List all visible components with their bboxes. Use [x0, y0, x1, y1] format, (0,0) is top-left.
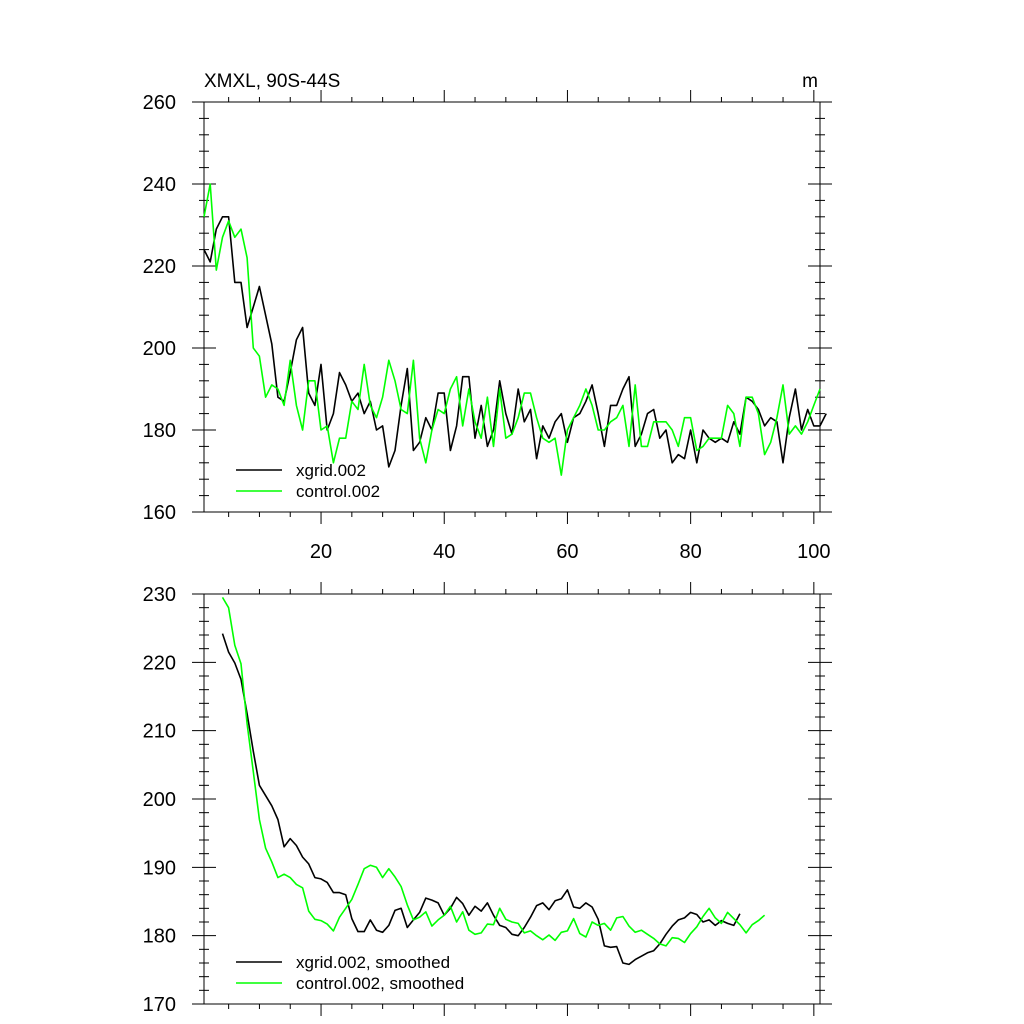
series-line — [203, 183, 821, 476]
x-tick-label: 60 — [556, 541, 578, 563]
y-tick-label: 200 — [143, 338, 176, 360]
series-line — [203, 216, 827, 468]
y-tick-label: 220 — [143, 256, 176, 278]
legend-label: control.002 — [296, 482, 380, 501]
legend-label: xgrid.002, smoothed — [296, 953, 450, 972]
x-tick-label: 40 — [433, 541, 455, 563]
x-tick-label: 100 — [797, 541, 830, 563]
y-tick-label: 220 — [143, 652, 176, 674]
plot-frame — [203, 593, 821, 1005]
y-tick-label: 190 — [143, 857, 176, 879]
series-line — [221, 596, 766, 947]
tick-marks — [192, 582, 832, 1016]
bottom-panel: 170 180 190 200 210 220 230 xgrid.002, smoothe… — [143, 582, 832, 1016]
x-tick-labels: 20 40 60 80 100 — [310, 541, 831, 563]
y-tick-labels: 160 180 200 220 240 260 — [143, 92, 176, 524]
legend-label: control.002, smoothed — [296, 974, 464, 993]
y-tick-label: 230 — [143, 584, 176, 606]
y-tick-label: 180 — [143, 926, 176, 948]
series-lines — [203, 183, 827, 476]
plot-frame — [203, 101, 821, 513]
y-tick-label: 240 — [143, 174, 176, 196]
top-panel: 160 180 200 220 240 260 20 40 60 80 100 xgrid.002… — [143, 90, 832, 563]
series-line — [221, 633, 741, 966]
x-tick-label: 80 — [680, 541, 702, 563]
y-tick-labels: 170 180 190 200 210 220 230 — [143, 584, 176, 1016]
units-label: m — [802, 71, 818, 92]
y-tick-label: 260 — [143, 92, 176, 114]
y-tick-label: 210 — [143, 721, 176, 743]
y-tick-label: 170 — [143, 994, 176, 1016]
tick-marks — [192, 90, 832, 524]
legend: xgrid.002, smoothed control.002, smoothed — [236, 953, 464, 993]
series-lines — [221, 596, 766, 966]
y-tick-label: 160 — [143, 502, 176, 524]
y-tick-label: 200 — [143, 789, 176, 811]
plot-title: XMXL, 90S-44S — [204, 71, 340, 92]
x-tick-label: 20 — [310, 541, 332, 563]
legend: xgrid.002 control.002 — [236, 461, 380, 501]
legend-label: xgrid.002 — [296, 461, 366, 480]
y-tick-label: 180 — [143, 420, 176, 442]
